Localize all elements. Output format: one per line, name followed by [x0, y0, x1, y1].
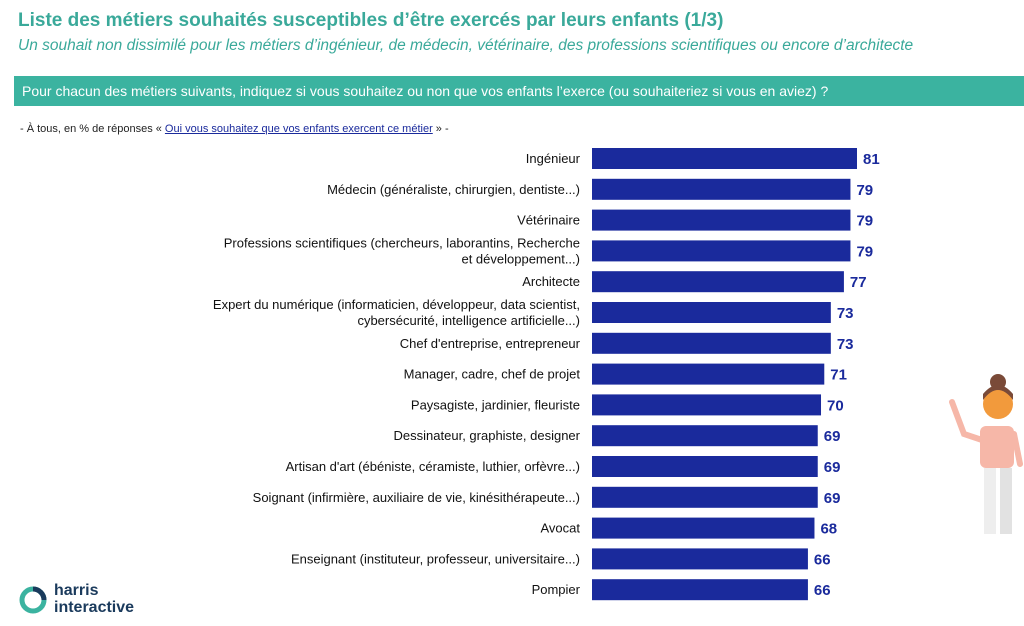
category-label-line: Chef d'entreprise, entrepreneur: [400, 336, 581, 351]
category-label-2: Vétérinaire: [517, 213, 580, 228]
category-label-line: Avocat: [540, 521, 580, 536]
category-label-line: Architecte: [522, 274, 580, 289]
bar-1: [592, 178, 851, 200]
category-label-6: Chef d'entreprise, entrepreneur: [400, 336, 581, 351]
category-label-13: Enseignant (instituteur, professeur, uni…: [291, 551, 580, 566]
value-label-8: 70: [827, 397, 844, 414]
category-label-14: Pompier: [532, 582, 581, 597]
bar-chart: 81 Ingénieur 79 Médecin (généraliste, chiru…: [213, 148, 880, 601]
category-label-1: Médecin (généraliste, chirurgien, dentis…: [327, 182, 580, 197]
bar-11: [592, 486, 818, 508]
category-label-12: Avocat: [540, 521, 580, 536]
value-label-7: 71: [830, 367, 847, 384]
value-label-10: 69: [824, 459, 841, 476]
logo-line2: interactive: [54, 599, 135, 616]
bar-12: [592, 517, 815, 539]
bar-4: [592, 271, 844, 293]
category-label-line: Artisan d'art (ébéniste, céramiste, luth…: [286, 459, 580, 474]
category-label-line: Expert du numérique (informaticien, déve…: [213, 297, 580, 312]
logo-ring-icon: [19, 586, 47, 614]
harris-interactive-logo: harris interactive: [18, 582, 158, 622]
category-label-line: Médecin (généraliste, chirurgien, dentis…: [327, 182, 580, 197]
value-label-0: 81: [863, 151, 880, 168]
value-label-11: 69: [824, 490, 841, 507]
category-label-4: Architecte: [522, 274, 580, 289]
page-title: Liste des métiers souhaités susceptibles…: [18, 10, 724, 31]
category-label-line: Ingénieur: [526, 151, 581, 166]
base-note-prefix: - À tous, en % de réponses «: [20, 123, 165, 135]
category-label-line: Professions scientifiques (chercheurs, l…: [224, 235, 580, 250]
value-label-13: 66: [814, 551, 831, 568]
logo-line1: harris: [54, 582, 99, 599]
bar-13: [592, 548, 808, 570]
bar-5: [592, 302, 831, 323]
category-label-line: Dessinateur, graphiste, designer: [394, 428, 581, 443]
category-label-5: Expert du numérique (informaticien, déve…: [213, 297, 580, 328]
value-label-14: 66: [814, 582, 831, 599]
category-label-line: Pompier: [532, 582, 581, 597]
category-label-10: Artisan d'art (ébéniste, céramiste, luth…: [286, 459, 580, 474]
category-label-0: Ingénieur: [526, 151, 581, 166]
base-note-link[interactable]: Oui vous souhaitez que vos enfants exerc…: [164, 123, 433, 135]
value-label-2: 79: [856, 213, 873, 230]
value-label-12: 68: [820, 521, 837, 538]
question-banner: Pour chacun des métiers suivants, indiqu…: [14, 76, 1024, 106]
category-label-9: Dessinateur, graphiste, designer: [394, 428, 581, 443]
bar-2: [592, 209, 851, 231]
base-note-suffix: » -: [432, 123, 449, 135]
value-label-6: 73: [837, 336, 854, 353]
page-subtitle: Un souhait non dissimilé pour les métier…: [18, 37, 914, 54]
bar-6: [592, 332, 831, 354]
bar-14: [592, 579, 808, 601]
person-illustration: [949, 374, 1023, 534]
value-label-4: 77: [850, 274, 867, 291]
bar-3: [592, 240, 851, 262]
bar-10: [592, 456, 818, 477]
value-label-3: 79: [856, 243, 873, 260]
category-label-8: Paysagiste, jardinier, fleuriste: [411, 397, 580, 412]
category-label-line: Manager, cadre, chef de projet: [404, 367, 581, 382]
value-label-9: 69: [824, 428, 841, 445]
bar-7: [592, 363, 825, 385]
category-label-7: Manager, cadre, chef de projet: [404, 367, 581, 382]
value-label-5: 73: [837, 305, 854, 322]
category-label-line: Vétérinaire: [517, 213, 580, 228]
category-label-3: Professions scientifiques (chercheurs, l…: [224, 235, 580, 266]
category-label-line: Paysagiste, jardinier, fleuriste: [411, 397, 580, 412]
bar-8: [592, 394, 822, 416]
category-label-line: cybersécurité, intelligence artificielle…: [357, 313, 580, 328]
category-label-line: Soignant (infirmière, auxiliaire de vie,…: [253, 490, 580, 505]
category-label-line: Enseignant (instituteur, professeur, uni…: [291, 551, 580, 566]
base-note: - À tous, en % de réponses « Oui vous so…: [20, 123, 449, 135]
category-label-line: et développement...): [461, 251, 580, 266]
logo-text: harris interactive: [54, 582, 134, 616]
value-label-1: 79: [856, 182, 873, 199]
bar-9: [592, 425, 818, 447]
bar-0: [592, 148, 857, 169]
category-label-11: Soignant (infirmière, auxiliaire de vie,…: [253, 490, 580, 505]
